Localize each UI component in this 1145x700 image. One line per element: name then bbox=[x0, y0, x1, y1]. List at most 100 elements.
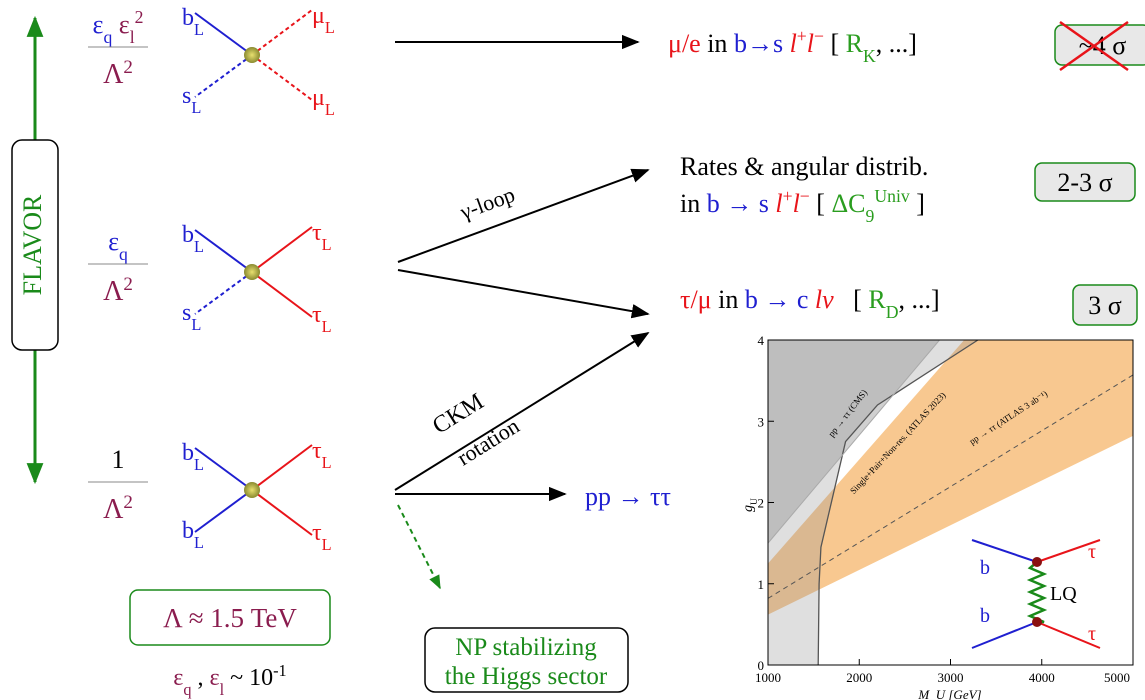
text-segment: ε bbox=[173, 665, 183, 691]
text-segment: + bbox=[783, 186, 793, 206]
text-segment: s bbox=[182, 83, 191, 109]
text-segment: in bbox=[701, 29, 734, 58]
text-segment: 9 bbox=[866, 206, 875, 226]
coupling-denominator: Λ2 bbox=[103, 57, 133, 91]
vertex bbox=[244, 264, 260, 280]
direct-search: pp → ττ bbox=[585, 482, 671, 511]
text-segment: ~ 10 bbox=[224, 665, 273, 691]
leg-label: sL bbox=[182, 300, 201, 334]
text-segment: μ bbox=[312, 3, 325, 29]
y-tick-label: 4 bbox=[758, 333, 765, 348]
text-segment: 1 bbox=[112, 445, 125, 474]
text-segment: τ bbox=[312, 220, 322, 246]
text-segment: U bbox=[750, 498, 760, 505]
text-segment: lν bbox=[815, 285, 834, 314]
y-tick-label: 3 bbox=[758, 414, 765, 429]
y-tick-label: 1 bbox=[758, 577, 765, 592]
feynman-leg bbox=[195, 55, 252, 97]
text-segment: , ...] bbox=[898, 285, 939, 314]
text-segment: [ bbox=[824, 29, 846, 58]
leg-label: bL bbox=[182, 5, 204, 39]
text-segment: ε bbox=[210, 665, 220, 691]
text-segment: L bbox=[194, 455, 204, 474]
text-segment: τ bbox=[312, 302, 322, 328]
coupling-numerator: 1 bbox=[112, 445, 125, 474]
feynman-leg bbox=[195, 490, 252, 532]
feynman-leg bbox=[252, 490, 312, 535]
text-segment: L bbox=[322, 235, 332, 254]
text-segment: R bbox=[868, 285, 886, 314]
scale-note: εq , εl ~ 10-1 bbox=[173, 661, 286, 699]
arrow-label: γ-loop bbox=[456, 182, 518, 225]
significance: 3 σ bbox=[1088, 291, 1122, 320]
text-segment: 2 bbox=[123, 274, 133, 295]
leg-label: τL bbox=[312, 302, 332, 336]
text-segment: b bbox=[182, 5, 194, 31]
text-segment: ] bbox=[910, 189, 925, 218]
text-segment: L bbox=[322, 535, 332, 554]
x-axis-label: M_U [GeV] bbox=[917, 687, 981, 700]
text-segment: Λ bbox=[103, 276, 124, 307]
text-segment: l bbox=[790, 29, 797, 58]
coupling-numerator: εq bbox=[108, 227, 128, 264]
x-tick-label: 3000 bbox=[938, 670, 964, 685]
feynman-leg bbox=[252, 10, 312, 55]
text-segment: in bbox=[680, 189, 707, 218]
text-segment: μ/e bbox=[668, 29, 701, 58]
text-segment: b bbox=[182, 518, 194, 544]
text-segment: 2 bbox=[135, 7, 144, 27]
text-segment: b bbox=[182, 222, 194, 248]
scale: Λ ≈ 1.5 TeV bbox=[163, 603, 297, 633]
feynman-leg bbox=[252, 227, 312, 272]
feynman-leg bbox=[252, 55, 312, 100]
inset-label: τ bbox=[1088, 541, 1096, 563]
text-segment: l bbox=[775, 189, 782, 218]
text-segment: L bbox=[325, 18, 335, 37]
arrow bbox=[398, 170, 648, 262]
inset-vertex bbox=[1032, 617, 1042, 627]
text-segment: L bbox=[322, 317, 332, 336]
significance: 2-3 σ bbox=[1057, 168, 1112, 197]
text-segment: L bbox=[322, 453, 332, 472]
text-segment: τ/μ bbox=[680, 285, 712, 314]
text-segment: g bbox=[741, 505, 756, 512]
leg-label: μL bbox=[312, 85, 335, 119]
vertex bbox=[244, 482, 260, 498]
text-segment: q bbox=[119, 244, 128, 264]
text-segment: [ bbox=[834, 285, 869, 314]
text-segment: q bbox=[183, 680, 191, 699]
text-segment: b→s bbox=[734, 29, 790, 58]
inset-label: b bbox=[980, 605, 990, 627]
text-segment: , bbox=[192, 665, 210, 691]
text-segment: in bbox=[712, 285, 745, 314]
text-segment: l bbox=[807, 29, 814, 58]
text-segment: q bbox=[103, 27, 112, 47]
text-segment: τ bbox=[312, 520, 322, 546]
text-segment: Rates & angular distrib. bbox=[680, 152, 928, 181]
feynman-leg bbox=[195, 272, 252, 314]
text-segment: K bbox=[863, 46, 876, 66]
text-segment: s bbox=[182, 300, 191, 326]
text-segment: b → s bbox=[707, 189, 776, 218]
leg-label: sL bbox=[182, 83, 201, 117]
text-segment: R bbox=[846, 29, 864, 58]
leg-label: τL bbox=[312, 220, 332, 254]
leg-label: bL bbox=[182, 440, 204, 474]
text-segment: ε bbox=[93, 10, 104, 39]
flavor-label: FLAVOR bbox=[18, 194, 47, 295]
text-segment: + bbox=[797, 26, 807, 46]
leg-label: μL bbox=[312, 3, 335, 37]
coupling-denominator: Λ2 bbox=[103, 492, 133, 526]
y-tick-label: 0 bbox=[758, 658, 765, 673]
coupling-denominator: Λ2 bbox=[103, 274, 133, 308]
text-segment: l bbox=[793, 189, 800, 218]
leg-label: bL bbox=[182, 518, 204, 552]
text-segment: L bbox=[325, 100, 335, 119]
arrow bbox=[395, 333, 648, 490]
text-segment: ΔC bbox=[831, 189, 865, 218]
text-segment: ε bbox=[108, 227, 119, 256]
text-segment: , ...] bbox=[876, 29, 917, 58]
text-segment: ε bbox=[112, 10, 130, 39]
feynman-leg bbox=[252, 445, 312, 490]
text-segment: b → c bbox=[745, 285, 815, 314]
